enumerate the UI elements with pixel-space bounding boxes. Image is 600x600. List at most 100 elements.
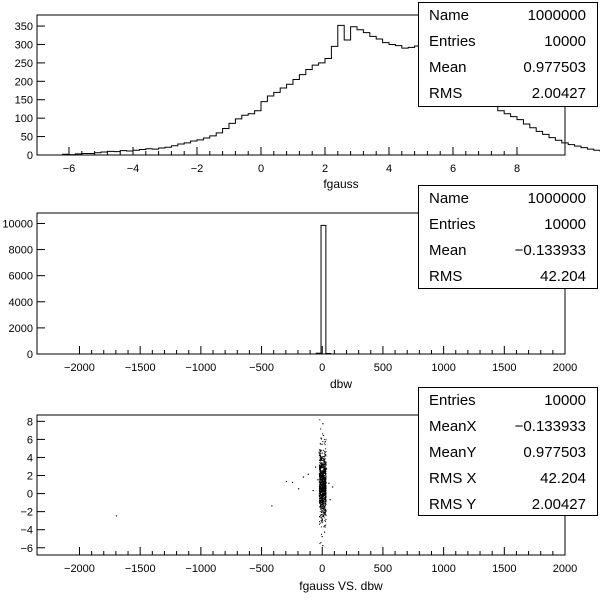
scatter-point [322,471,324,473]
scatter-point [323,481,325,483]
scatter-point [321,492,323,494]
scatter-point [323,503,325,505]
scatter-point [322,434,325,437]
scatter-point [319,455,321,457]
stats-row: Name 1000000 [419,186,597,212]
scatter-point [324,487,326,489]
scatter-point [321,495,323,497]
scatter-point [325,485,327,487]
scatter-point [320,457,322,459]
scatter-point [320,485,322,487]
scatter-point [325,511,327,513]
scatter-point [271,505,273,507]
scatter-point [320,497,322,499]
scatter-point [324,441,326,443]
scatter-point [322,475,324,477]
scatter-point [319,462,321,464]
scatter-point [323,481,325,483]
scatter-point [329,499,331,501]
y-tick-label: 150 [15,95,33,107]
scatter-point [319,490,321,492]
scatter-point [320,508,322,510]
x-tick-label: −500 [249,362,274,374]
scatter-point [324,503,326,505]
scatter-point [319,461,321,463]
stat-key: Entries [429,392,476,409]
scatter-point [322,478,324,480]
stats-box-fgauss: Name 1000000 Entries 10000 Mean 0.977503 RM… [418,2,598,107]
scatter-point [325,464,327,466]
stat-value: 10000 [544,216,586,233]
scatter-point [324,510,326,512]
stat-key: MeanY [429,444,477,461]
scatter-point [322,464,324,466]
scatter-point [325,494,327,496]
scatter-point [325,462,327,464]
scatter-point [321,473,323,475]
scatter-point [320,476,322,478]
scatter-point [319,491,321,493]
scatter-point [325,474,327,476]
stat-key: Mean [429,242,467,259]
scatter-point [320,490,322,492]
scatter-point [325,448,327,450]
scatter-point [322,476,324,478]
scatter-point [325,494,327,496]
scatter-point [319,468,321,470]
scatter-point [322,489,324,491]
scatter-point [320,485,322,487]
scatter-point [320,483,322,485]
scatter-point [321,502,323,504]
scatter-point [322,484,324,486]
scatter-point [307,473,309,475]
y-tick-label: 0 [27,489,33,501]
scatter-point [323,488,325,490]
scatter-point [325,467,327,469]
scatter-point [322,440,324,442]
x-tick-label: −500 [249,563,274,575]
scatter-point [319,482,321,484]
stat-value: −0.133933 [514,242,586,259]
y-tick-label: 0 [27,349,33,361]
scatter-point [321,496,323,498]
scatter-point [324,490,326,492]
y-tick-label: 200 [15,76,33,88]
scatter-point [323,461,325,463]
scatter-point [324,476,326,478]
scatter-point [323,486,325,488]
x-tick-label: 2 [322,163,328,175]
scatter-point [320,472,322,474]
scatter-point [319,480,321,482]
stat-value: 42.204 [540,470,586,487]
scatter-point [325,468,328,470]
scatter-point [325,492,327,494]
scatter-point [323,498,325,500]
scatter-point [320,509,322,511]
x-tick-label: 1500 [492,362,516,374]
x-tick-label: −4 [127,163,140,175]
scatter-point [320,489,322,491]
scatter-point [321,471,323,473]
scatter-point [322,511,324,513]
scatter-point [322,496,324,498]
scatter-point [320,466,322,468]
scatter-point [319,487,321,489]
x-tick-label: 0 [319,563,325,575]
scatter-point [323,488,325,490]
scatter-point [320,506,322,508]
scatter-point [322,456,324,458]
scatter-point [322,499,324,501]
scatter-point [324,492,326,494]
scatter-point [325,521,327,523]
scatter-point [319,456,321,458]
scatter-point [319,488,321,490]
scatter-point [319,501,321,503]
scatter-point [318,485,320,487]
scatter-point [318,452,320,454]
scatter-point [321,482,323,484]
y-tick-label: 300 [15,39,33,51]
scatter-point [324,512,326,514]
scatter-point [325,476,327,478]
scatter-point [321,490,323,492]
scatter-point [323,459,325,461]
